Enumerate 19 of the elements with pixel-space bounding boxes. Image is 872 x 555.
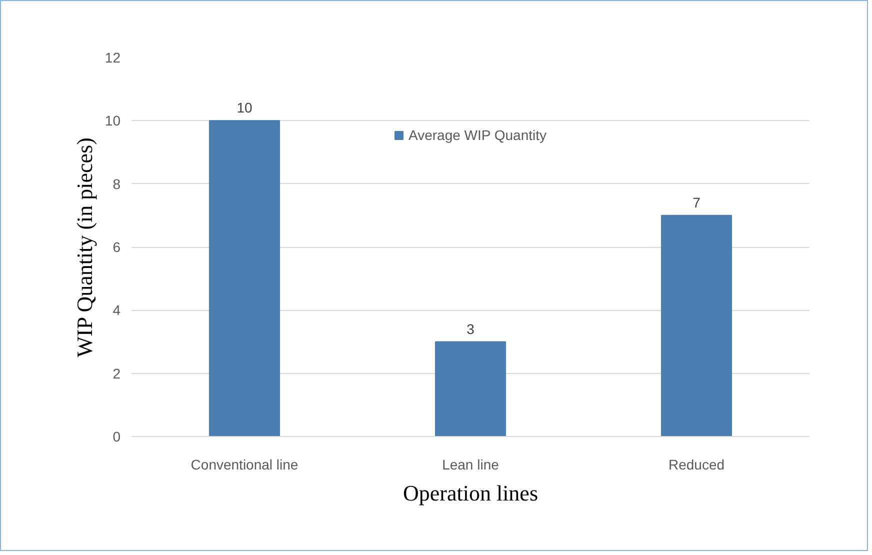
bar bbox=[660, 214, 732, 436]
y-axis-title: WIP Quantity (in pieces) bbox=[72, 138, 97, 358]
data-label: 7 bbox=[692, 194, 701, 210]
y-tick-label: 6 bbox=[112, 239, 121, 255]
y-tick-label: 12 bbox=[104, 50, 121, 66]
bar bbox=[434, 341, 506, 436]
bar bbox=[208, 120, 280, 436]
data-label: 3 bbox=[466, 320, 475, 337]
legend-label: Average WIP Quantity bbox=[408, 127, 546, 143]
y-tick-label: 4 bbox=[112, 302, 121, 318]
x-axis-title: Operation lines bbox=[402, 480, 538, 506]
x-tick-label: Conventional line bbox=[190, 456, 298, 472]
y-tick-label: 8 bbox=[112, 176, 121, 192]
y-tick-label: 0 bbox=[112, 428, 121, 444]
data-label: 10 bbox=[236, 100, 252, 116]
x-tick-label: Reduced bbox=[668, 456, 725, 472]
y-tick-label: 10 bbox=[104, 112, 121, 129]
x-tick-label: Lean line bbox=[442, 456, 500, 472]
y-tick-label: 2 bbox=[112, 365, 121, 382]
